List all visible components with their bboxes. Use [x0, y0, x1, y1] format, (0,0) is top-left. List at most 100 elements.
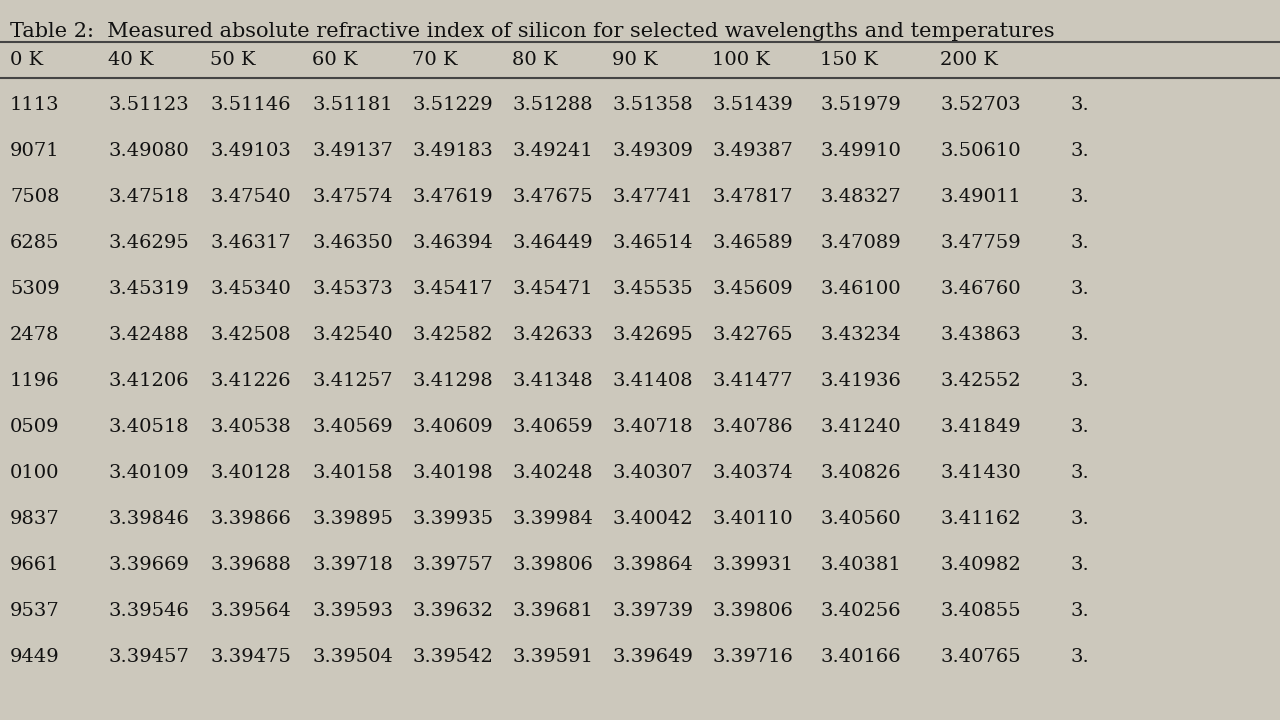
Text: 3.41849: 3.41849	[940, 418, 1020, 436]
Text: 6285: 6285	[10, 234, 59, 252]
Text: 0100: 0100	[10, 464, 59, 482]
Text: 3.40374: 3.40374	[712, 464, 792, 482]
Text: 3.40198: 3.40198	[412, 464, 493, 482]
Text: 3.40659: 3.40659	[512, 418, 593, 436]
Text: 3.46514: 3.46514	[612, 234, 692, 252]
Text: 3.39688: 3.39688	[210, 556, 291, 574]
Text: 3.39591: 3.39591	[512, 648, 593, 666]
Text: 3.39681: 3.39681	[512, 602, 593, 620]
Text: 3.39984: 3.39984	[512, 510, 593, 528]
Text: 3.: 3.	[1070, 188, 1089, 206]
Text: 3.41477: 3.41477	[712, 372, 792, 390]
Text: 3.40560: 3.40560	[820, 510, 901, 528]
Text: 3.: 3.	[1070, 556, 1089, 574]
Text: 3.49011: 3.49011	[940, 188, 1020, 206]
Text: 3.51123: 3.51123	[108, 96, 188, 114]
Text: 3.47619: 3.47619	[412, 188, 493, 206]
Text: 2478: 2478	[10, 326, 59, 344]
Text: 3.41226: 3.41226	[210, 372, 291, 390]
Text: 3.49080: 3.49080	[108, 142, 188, 160]
Text: 3.39866: 3.39866	[210, 510, 291, 528]
Text: 80 K: 80 K	[512, 51, 558, 69]
Text: 3.42508: 3.42508	[210, 326, 291, 344]
Text: 3.40248: 3.40248	[512, 464, 593, 482]
Text: 3.40982: 3.40982	[940, 556, 1020, 574]
Text: 3.39564: 3.39564	[210, 602, 291, 620]
Text: 3.40826: 3.40826	[820, 464, 901, 482]
Text: 3.46295: 3.46295	[108, 234, 188, 252]
Text: 3.48327: 3.48327	[820, 188, 901, 206]
Text: 3.39669: 3.39669	[108, 556, 189, 574]
Text: 3.41408: 3.41408	[612, 372, 692, 390]
Text: 3.40307: 3.40307	[612, 464, 692, 482]
Text: 3.: 3.	[1070, 234, 1089, 252]
Text: Table 2:  Measured absolute refractive index of silicon for selected wavelengths: Table 2: Measured absolute refractive in…	[10, 22, 1055, 41]
Text: 3.46394: 3.46394	[412, 234, 493, 252]
Text: 200 K: 200 K	[940, 51, 998, 69]
Text: 3.47759: 3.47759	[940, 234, 1020, 252]
Text: 1113: 1113	[10, 96, 60, 114]
Text: 3.45471: 3.45471	[512, 280, 593, 298]
Text: 70 K: 70 K	[412, 51, 457, 69]
Text: 3.39935: 3.39935	[412, 510, 493, 528]
Text: 3.49183: 3.49183	[412, 142, 493, 160]
Text: 3.49241: 3.49241	[512, 142, 593, 160]
Text: 3.49910: 3.49910	[820, 142, 901, 160]
Text: 3.39806: 3.39806	[712, 602, 792, 620]
Text: 3.49309: 3.49309	[612, 142, 692, 160]
Text: 1196: 1196	[10, 372, 60, 390]
Text: 3.39716: 3.39716	[712, 648, 792, 666]
Text: 3.: 3.	[1070, 142, 1089, 160]
Text: 3.51979: 3.51979	[820, 96, 901, 114]
Text: 0 K: 0 K	[10, 51, 44, 69]
Text: 3.47675: 3.47675	[512, 188, 593, 206]
Text: 3.51288: 3.51288	[512, 96, 593, 114]
Text: 3.42488: 3.42488	[108, 326, 188, 344]
Text: 3.42540: 3.42540	[312, 326, 393, 344]
Text: 3.47540: 3.47540	[210, 188, 291, 206]
Text: 9837: 9837	[10, 510, 60, 528]
Text: 7508: 7508	[10, 188, 59, 206]
Text: 3.45340: 3.45340	[210, 280, 291, 298]
Text: 3.50610: 3.50610	[940, 142, 1020, 160]
Text: 3.43234: 3.43234	[820, 326, 901, 344]
Text: 3.39931: 3.39931	[712, 556, 794, 574]
Text: 3.40569: 3.40569	[312, 418, 393, 436]
Text: 3.40158: 3.40158	[312, 464, 393, 482]
Text: 3.: 3.	[1070, 648, 1089, 666]
Text: 3.43863: 3.43863	[940, 326, 1021, 344]
Text: 3.42582: 3.42582	[412, 326, 493, 344]
Text: 3.39546: 3.39546	[108, 602, 189, 620]
Text: 3.40256: 3.40256	[820, 602, 901, 620]
Text: 3.39457: 3.39457	[108, 648, 189, 666]
Text: 3.52703: 3.52703	[940, 96, 1020, 114]
Text: 3.40786: 3.40786	[712, 418, 792, 436]
Text: 90 K: 90 K	[612, 51, 658, 69]
Text: 3.51439: 3.51439	[712, 96, 792, 114]
Text: 3.39846: 3.39846	[108, 510, 189, 528]
Text: 3.46100: 3.46100	[820, 280, 901, 298]
Text: 3.: 3.	[1070, 326, 1089, 344]
Text: 3.40538: 3.40538	[210, 418, 291, 436]
Text: 3.40042: 3.40042	[612, 510, 692, 528]
Text: 3.40518: 3.40518	[108, 418, 188, 436]
Text: 3.39542: 3.39542	[412, 648, 493, 666]
Text: 3.45319: 3.45319	[108, 280, 189, 298]
Text: 3.41298: 3.41298	[412, 372, 493, 390]
Text: 3.39806: 3.39806	[512, 556, 593, 574]
Text: 3.46449: 3.46449	[512, 234, 593, 252]
Text: 3.46317: 3.46317	[210, 234, 291, 252]
Text: 3.: 3.	[1070, 602, 1089, 620]
Text: 3.40109: 3.40109	[108, 464, 188, 482]
Text: 3.41936: 3.41936	[820, 372, 901, 390]
Text: 3.39504: 3.39504	[312, 648, 393, 666]
Text: 9449: 9449	[10, 648, 60, 666]
Text: 3.46760: 3.46760	[940, 280, 1020, 298]
Text: 3.: 3.	[1070, 372, 1089, 390]
Text: 3.40765: 3.40765	[940, 648, 1020, 666]
Text: 3.39632: 3.39632	[412, 602, 493, 620]
Text: 3.39718: 3.39718	[312, 556, 393, 574]
Text: 3.39739: 3.39739	[612, 602, 694, 620]
Text: 3.47741: 3.47741	[612, 188, 692, 206]
Text: 3.41240: 3.41240	[820, 418, 901, 436]
